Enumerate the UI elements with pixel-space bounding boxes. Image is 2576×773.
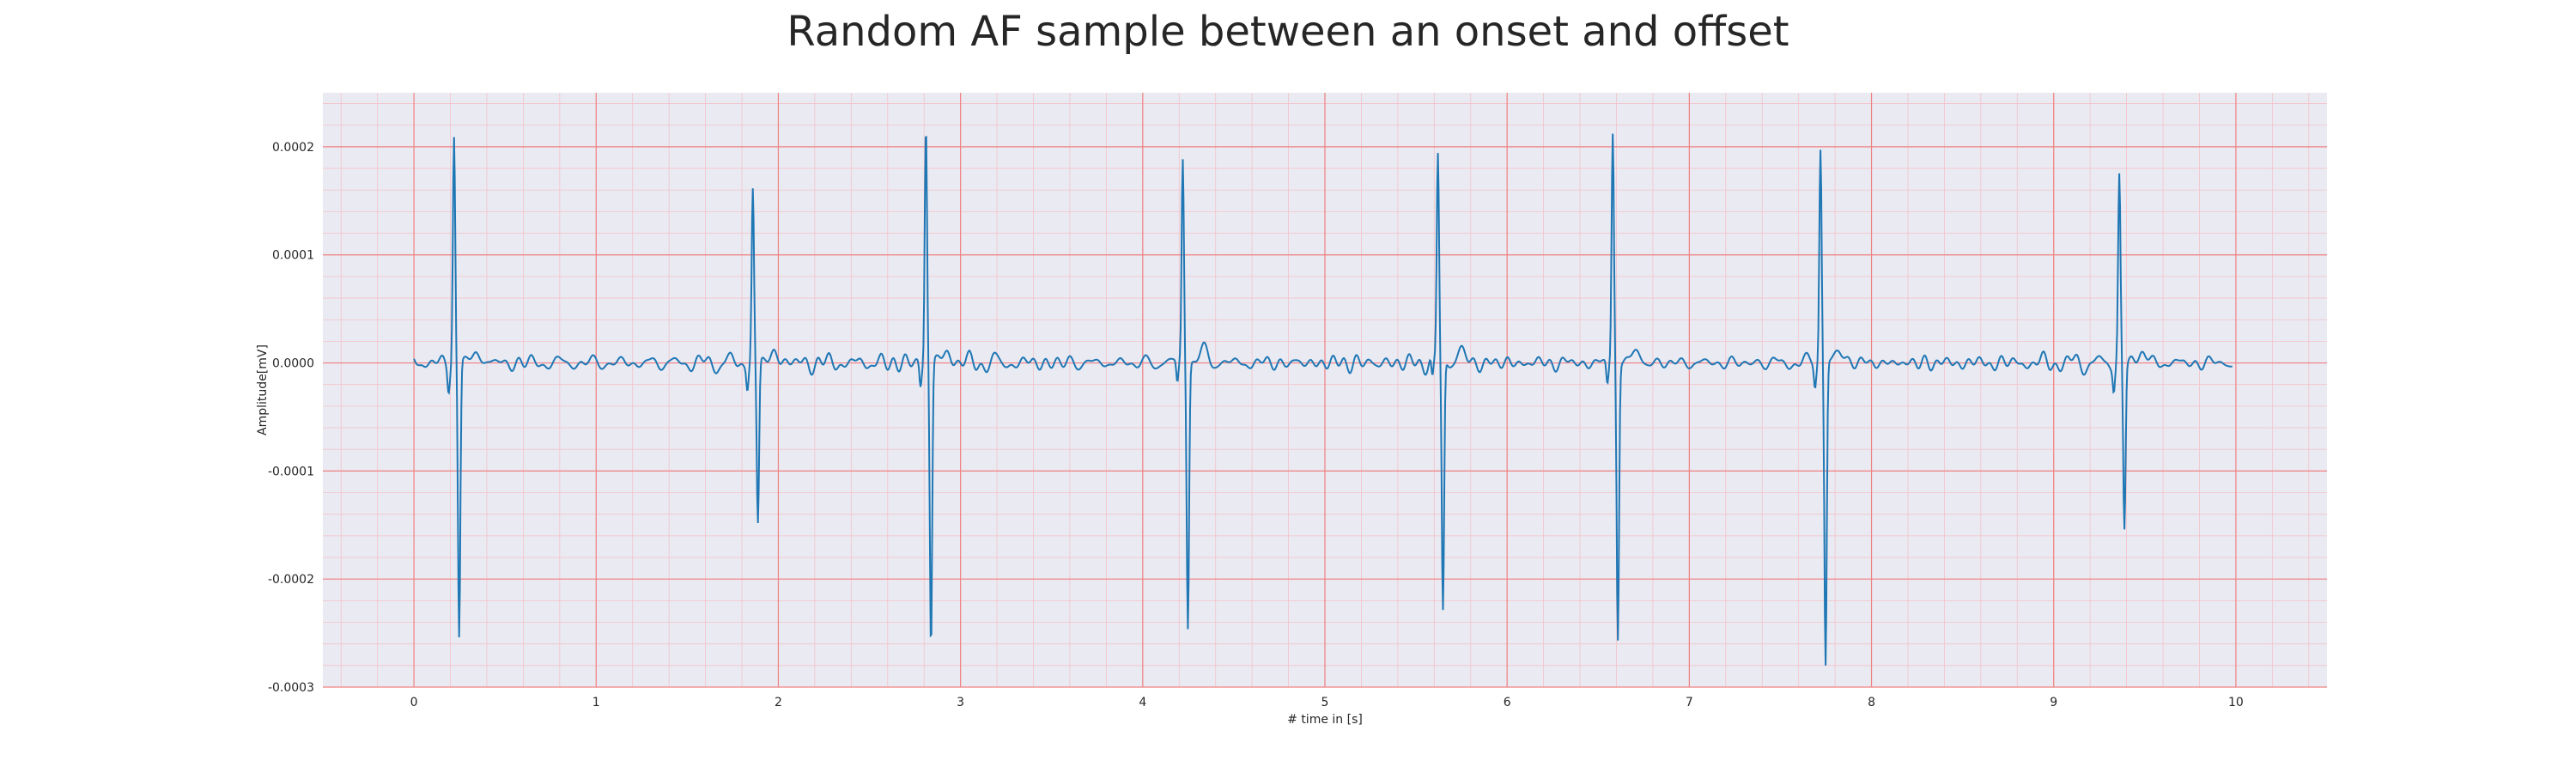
x-tick-label: 5	[1321, 696, 1329, 709]
x-tick-label: 10	[2228, 696, 2244, 709]
series-line	[413, 133, 2233, 666]
y-axis-ticks: -0.0003 -0.0002 -0.0001 0.0000 0.0001 0.0002	[268, 141, 314, 695]
series-layer	[413, 133, 2233, 666]
y-tick-label: -0.0001	[268, 465, 314, 478]
x-axis-label: # time in [s]	[1287, 713, 1363, 727]
chart-title: Random AF sample between an onset and of…	[787, 8, 1789, 56]
x-tick-label: 4	[1139, 696, 1146, 709]
x-tick-label: 2	[775, 696, 782, 709]
x-tick-label: 7	[1686, 696, 1693, 709]
y-tick-label: -0.0003	[268, 681, 314, 695]
x-tick-label: 1	[592, 696, 600, 709]
y-tick-label: 0.0001	[272, 249, 314, 263]
x-tick-label: 9	[2050, 696, 2057, 709]
x-tick-label: 3	[957, 696, 964, 709]
y-tick-label: -0.0002	[268, 573, 314, 587]
y-axis-label: Amplitude[mV]	[256, 344, 270, 435]
y-tick-label: 0.0000	[272, 357, 314, 371]
y-tick-label: 0.0002	[272, 141, 314, 155]
x-axis-ticks: 0 1 2 3 4 5 6 7 8 9 10	[410, 696, 2244, 709]
x-tick-label: 0	[410, 696, 418, 709]
x-tick-label: 8	[1868, 696, 1875, 709]
x-tick-label: 6	[1504, 696, 1511, 709]
